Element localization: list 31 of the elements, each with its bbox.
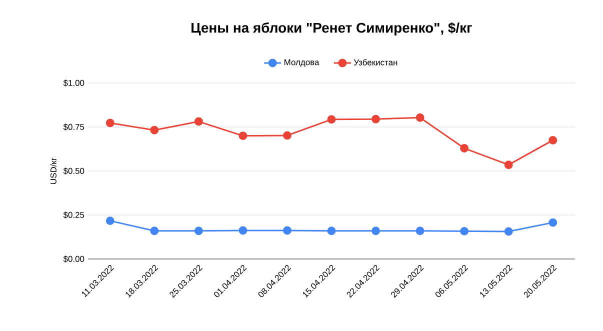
point: [460, 226, 469, 236]
legend-label: Узбекистан: [354, 59, 398, 66]
point: [504, 227, 513, 236]
y-tick-label: $1.00: [63, 80, 84, 86]
point: [416, 226, 424, 236]
point: [327, 115, 336, 124]
point: [372, 114, 380, 124]
point: [548, 136, 558, 144]
point: [106, 118, 114, 128]
y-tick-label: $0.00: [63, 256, 84, 262]
point: [150, 126, 159, 134]
y-axis-title: USD/кг: [50, 158, 56, 184]
point: [460, 144, 469, 153]
point: [194, 226, 203, 236]
y-tick-label: $0.25: [63, 212, 84, 218]
y-tick-label: $0.75: [63, 124, 84, 130]
point: [150, 226, 159, 236]
legend-label: Молдова: [284, 59, 320, 67]
point: [548, 218, 558, 227]
point: [504, 160, 513, 170]
point: [372, 226, 380, 236]
point: [327, 226, 336, 236]
point: [238, 226, 248, 235]
point: [282, 226, 292, 235]
point: [238, 132, 248, 140]
chart-title: Цены на яблоки "Ренет Симиренко", $/кг: [192, 22, 472, 36]
point: [416, 113, 424, 122]
point: [282, 131, 292, 140]
y-tick-label: $0.50: [63, 168, 84, 174]
point: [106, 216, 114, 226]
point: [194, 117, 203, 126]
